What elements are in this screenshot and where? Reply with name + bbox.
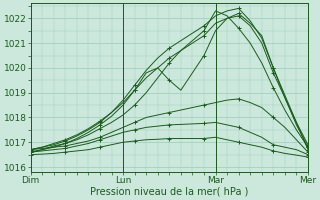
X-axis label: Pression niveau de la mer( hPa ): Pression niveau de la mer( hPa ): [90, 187, 249, 197]
